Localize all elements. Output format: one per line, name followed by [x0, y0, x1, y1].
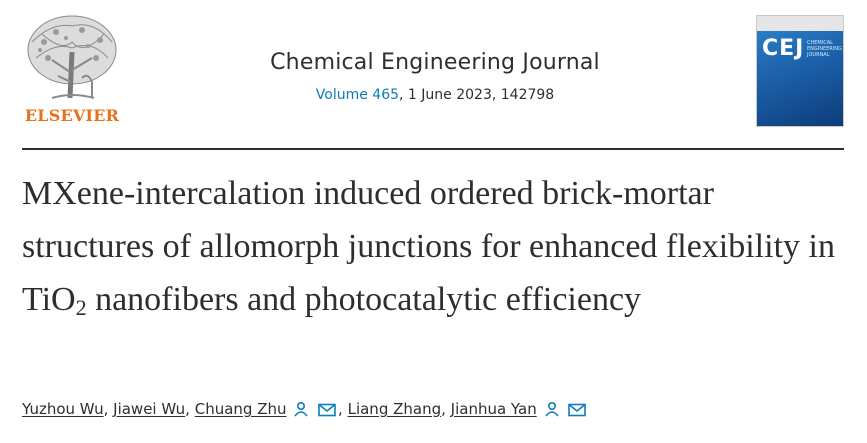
- mail-icon[interactable]: [318, 403, 336, 421]
- volume-link[interactable]: Volume 465: [315, 87, 400, 103]
- journal-title-link[interactable]: Chemical Engineering Journal: [270, 50, 600, 75]
- cover-abbrev: CEJ: [762, 36, 805, 61]
- person-icon[interactable]: [544, 401, 560, 421]
- tree-icon: [27, 15, 117, 99]
- author-separator: ,: [338, 400, 348, 418]
- elsevier-wordmark: ELSEVIER: [24, 106, 120, 125]
- elsevier-logo[interactable]: ELSEVIER: [22, 12, 122, 128]
- journal-info: Chemical Engineering Journal Volume 465,…: [180, 50, 690, 103]
- journal-citation: Volume 465, 1 June 2023, 142798: [180, 87, 690, 103]
- article-title-part1: MXene-intercalation induced ordered bric…: [22, 175, 835, 318]
- header-divider: [22, 148, 844, 150]
- author-link[interactable]: Liang Zhang: [347, 400, 442, 418]
- journal-cover-thumbnail[interactable]: CEJ CHEMICAL ENGINEERING JOURNAL: [757, 16, 843, 126]
- author-list: Yuzhou Wu, Jiawei Wu, Chuang Zhu , Liang…: [22, 400, 588, 421]
- cover-subtitle: CHEMICAL ENGINEERING JOURNAL: [807, 40, 842, 58]
- author-link[interactable]: Jiawei Wu: [113, 400, 186, 418]
- article-title-subscript: 2: [75, 295, 87, 320]
- article-title-part2: nanofibers and photocatalytic efficiency: [86, 281, 642, 318]
- author-separator: ,: [103, 400, 114, 418]
- article-title: MXene-intercalation induced ordered bric…: [22, 167, 852, 326]
- mail-icon[interactable]: [568, 403, 587, 421]
- issue-details: , 1 June 2023, 142798: [399, 87, 555, 103]
- article-header: ELSEVIER Chemical Engineering Journal Vo…: [0, 0, 867, 140]
- person-icon[interactable]: [293, 401, 309, 421]
- author-link[interactable]: Yuzhou Wu: [22, 400, 104, 418]
- cover-top-band: [757, 16, 843, 31]
- author-separator: ,: [185, 400, 195, 418]
- author-link[interactable]: Chuang Zhu: [194, 400, 287, 418]
- author-separator: ,: [441, 400, 451, 418]
- author-link[interactable]: Jianhua Yan: [450, 400, 537, 418]
